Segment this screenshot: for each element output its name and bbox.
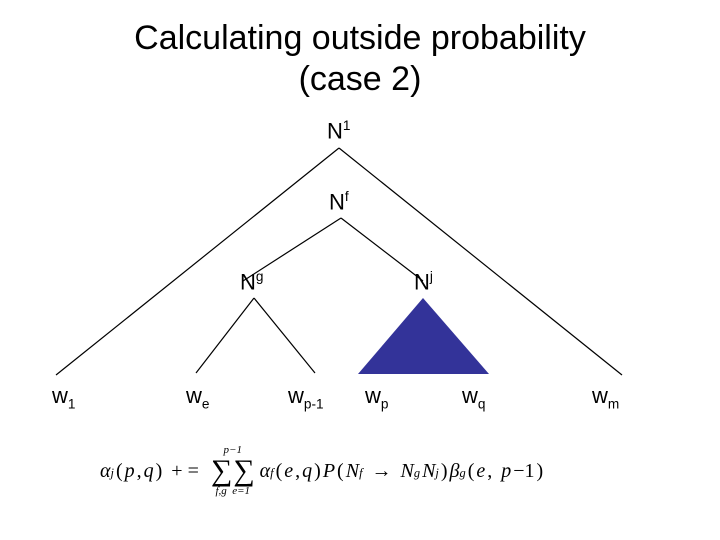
leaf-wp: wp [365, 383, 388, 411]
leaf-we: we [186, 383, 209, 411]
leaf-wp-minus-1: wp-1 [288, 383, 324, 411]
leaf-w1: w1 [52, 383, 75, 411]
leaf-wm: wm [592, 383, 619, 411]
leaf-wq: wq [462, 383, 485, 411]
node-ng: Ng [240, 269, 263, 295]
outside-probability-formula: αj(p,q) + = p−1∑∑f,g e=1αf(e,q)P(Nf → Ng… [100, 445, 543, 497]
node-nj: Nj [414, 269, 433, 295]
node-n1: N1 [327, 118, 350, 144]
node-nf: Nf [329, 189, 349, 215]
